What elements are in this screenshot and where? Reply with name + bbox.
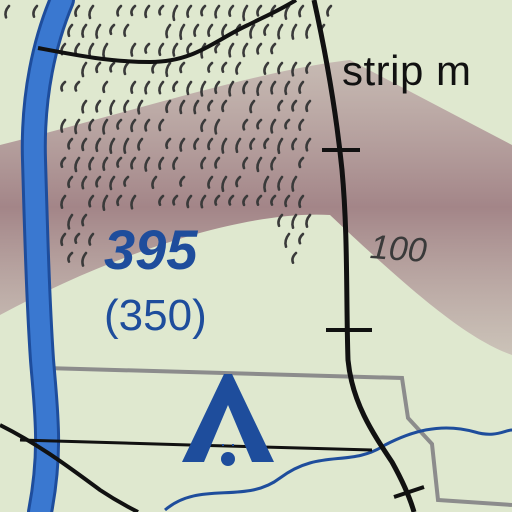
strip-mine-hachures: [4, 4, 333, 267]
road-south: [0, 423, 139, 512]
boundary-line: [44, 366, 512, 507]
road-south-east: [19, 438, 373, 452]
obstruction-elevation-msl: 395: [104, 218, 198, 281]
river-fill: [23, 0, 72, 512]
strip-mine-label: strip m: [342, 47, 472, 94]
highway-ticks: [322, 148, 425, 499]
highway: [311, 0, 417, 512]
terrain-band: [0, 60, 512, 355]
road-north: [37, 0, 298, 65]
stream: [164, 426, 512, 512]
tower-obstruction-icon[interactable]: [182, 374, 274, 466]
contour-label: 100: [368, 228, 428, 270]
obstruction-height-agl: (350): [104, 291, 207, 340]
